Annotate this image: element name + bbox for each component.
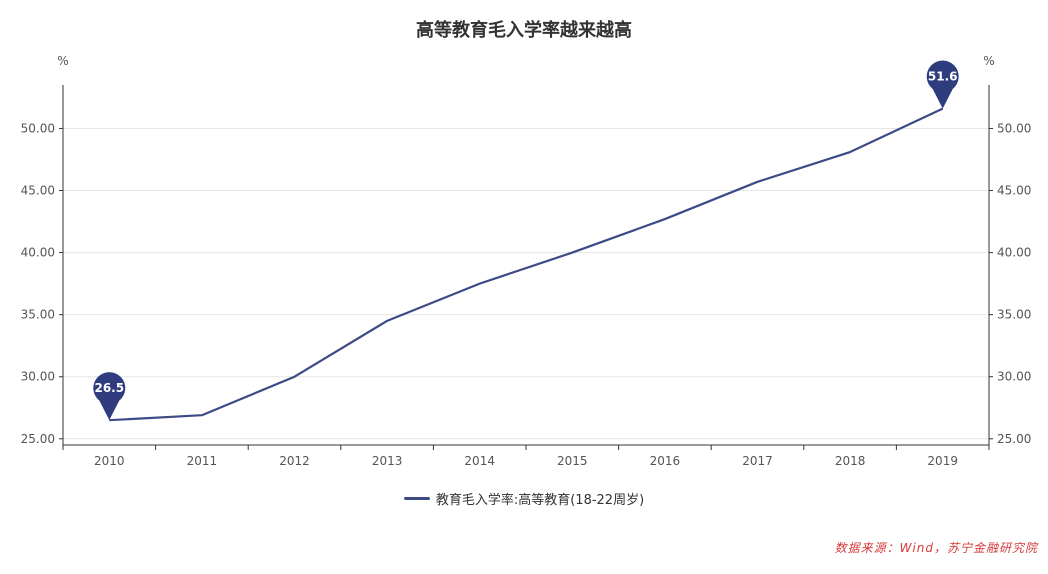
legend-swatch [403, 497, 430, 500]
y-tick-label-left: 40.00 [21, 246, 55, 260]
y-tick-label-left: 35.00 [21, 308, 55, 322]
x-tick-label: 2010 [94, 454, 125, 468]
y-tick-label-left: 25.00 [21, 432, 55, 446]
legend[interactable]: 教育毛入学率:高等教育(18-22周岁) [0, 489, 1048, 508]
x-tick-label: 2012 [279, 454, 310, 468]
y-tick-label-right: 25.00 [997, 432, 1031, 446]
source-note: 数据来源：Wind，苏宁金融研究院 [834, 541, 1038, 555]
y-tick-label-right: 50.00 [997, 121, 1031, 135]
x-tick-label: 2016 [650, 454, 681, 468]
x-tick-label: 2013 [372, 454, 403, 468]
legend-label: 教育毛入学率:高等教育(18-22周岁) [435, 493, 645, 508]
x-tick-label: 2017 [742, 454, 773, 468]
x-tick-label: 2019 [927, 454, 958, 468]
x-tick-label: 2014 [464, 454, 495, 468]
y-tick-label-right: 45.00 [997, 184, 1031, 198]
x-tick-label: 2018 [835, 454, 866, 468]
marker-label: 26.5 [94, 381, 124, 395]
y-tick-label-left: 30.00 [21, 370, 55, 384]
chart-title: 高等教育毛入学率越来越高 [416, 20, 632, 41]
x-tick-label: 2011 [187, 454, 218, 468]
series-line [109, 107, 944, 422]
marker-pin [93, 372, 126, 421]
y-tick-label-left: 50.00 [21, 121, 55, 135]
y-tick-label-right: 40.00 [997, 246, 1031, 260]
marker-pin [926, 60, 959, 109]
y-unit-left: % [57, 54, 68, 68]
y-unit-right: % [983, 54, 994, 68]
marker-label: 51.6 [928, 70, 958, 84]
x-tick-label: 2015 [557, 454, 588, 468]
y-tick-label-left: 45.00 [21, 184, 55, 198]
y-tick-label-right: 30.00 [997, 370, 1031, 384]
y-tick-label-right: 35.00 [997, 308, 1031, 322]
